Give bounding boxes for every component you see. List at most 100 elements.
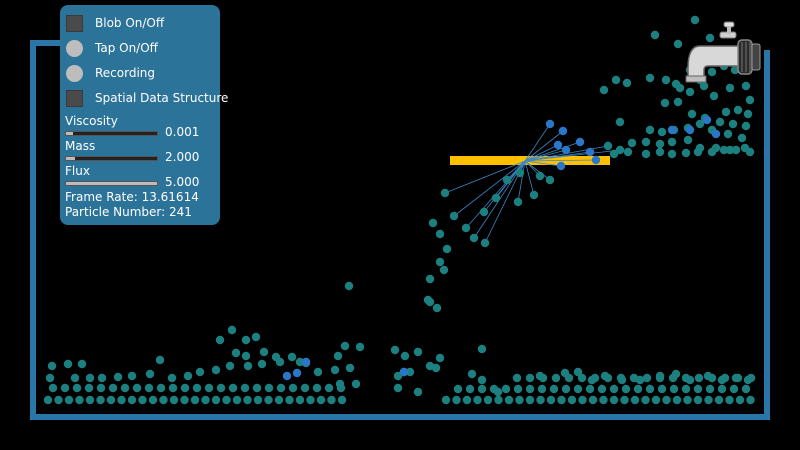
flux-slider[interactable] bbox=[65, 181, 158, 186]
particle bbox=[733, 105, 743, 115]
particle bbox=[462, 395, 472, 405]
particle bbox=[599, 85, 609, 95]
particle bbox=[711, 129, 721, 139]
faucet-icon[interactable] bbox=[685, 21, 761, 83]
particle bbox=[669, 384, 679, 394]
container-left-rim bbox=[36, 40, 64, 46]
container-right-wall bbox=[764, 50, 770, 420]
particle bbox=[201, 395, 210, 405]
particle bbox=[439, 265, 449, 275]
particle bbox=[515, 395, 524, 405]
frame-rate-readout: Frame Rate: 13.61614 bbox=[65, 190, 199, 204]
particle bbox=[705, 33, 715, 43]
particle bbox=[621, 384, 631, 394]
particle bbox=[709, 91, 719, 101]
particle bbox=[192, 383, 202, 393]
particle bbox=[513, 384, 523, 394]
mass-slider[interactable] bbox=[65, 156, 158, 161]
particle bbox=[545, 119, 555, 129]
particle bbox=[685, 375, 695, 385]
particle bbox=[609, 384, 619, 394]
particle bbox=[215, 335, 225, 345]
particle bbox=[216, 383, 226, 393]
particle bbox=[469, 233, 479, 243]
particle bbox=[47, 361, 57, 371]
particle bbox=[211, 365, 221, 375]
particle bbox=[512, 373, 522, 383]
particle bbox=[393, 371, 403, 381]
particle bbox=[723, 129, 733, 139]
particle bbox=[642, 373, 652, 383]
particle bbox=[63, 359, 73, 369]
particle bbox=[148, 395, 158, 405]
particle bbox=[702, 115, 712, 125]
particle bbox=[529, 190, 539, 200]
particle bbox=[337, 395, 347, 405]
particle bbox=[431, 363, 441, 373]
particle bbox=[259, 347, 269, 357]
particle bbox=[75, 395, 84, 405]
particle bbox=[597, 384, 607, 394]
neighbor-line bbox=[524, 160, 535, 196]
particle bbox=[180, 395, 189, 405]
flux-value: 5.000 bbox=[165, 175, 200, 189]
particle bbox=[615, 117, 625, 127]
particle bbox=[704, 395, 713, 405]
particle bbox=[599, 395, 608, 405]
particle bbox=[537, 384, 547, 394]
particle bbox=[728, 119, 738, 129]
particle bbox=[585, 147, 595, 157]
blob-toggle[interactable]: Blob On/Off bbox=[66, 13, 164, 33]
viscosity-slider[interactable] bbox=[65, 131, 158, 136]
particle bbox=[312, 383, 322, 393]
particle bbox=[573, 384, 583, 394]
particle bbox=[671, 369, 681, 379]
particle bbox=[169, 395, 179, 405]
neighbor-line bbox=[524, 141, 581, 162]
particle bbox=[501, 384, 511, 394]
particle bbox=[743, 109, 753, 119]
particle bbox=[717, 384, 727, 394]
particle bbox=[145, 369, 155, 379]
particle bbox=[106, 395, 116, 405]
particle bbox=[64, 395, 74, 405]
particle bbox=[432, 303, 442, 313]
tap-toggle[interactable]: Tap On/Off bbox=[66, 38, 158, 58]
particle bbox=[441, 395, 451, 405]
recording-toggle-radio[interactable] bbox=[66, 64, 83, 82]
particle bbox=[671, 79, 681, 89]
particle bbox=[546, 395, 556, 405]
particle bbox=[313, 367, 323, 377]
particle bbox=[575, 137, 585, 147]
particle bbox=[288, 383, 298, 393]
particle bbox=[609, 149, 619, 159]
blob-toggle-box[interactable] bbox=[66, 14, 83, 32]
particle bbox=[120, 383, 130, 393]
particle bbox=[660, 98, 670, 108]
particle bbox=[241, 351, 251, 361]
particle bbox=[72, 383, 82, 393]
particle bbox=[672, 395, 682, 405]
particle bbox=[306, 395, 315, 405]
tap-toggle-radio[interactable] bbox=[66, 39, 83, 57]
particle bbox=[567, 395, 577, 405]
particle bbox=[393, 383, 403, 393]
particle bbox=[741, 384, 751, 394]
particle bbox=[428, 218, 438, 228]
particle bbox=[282, 371, 292, 381]
spatial-data-structure-toggle[interactable]: Spatial Data Structure bbox=[66, 88, 228, 108]
particle bbox=[155, 355, 165, 365]
particle bbox=[494, 395, 503, 405]
control-panel: Blob On/Off Tap On/Off Recording Spatial… bbox=[60, 5, 228, 225]
recording-toggle[interactable]: Recording bbox=[66, 63, 155, 83]
particle bbox=[693, 384, 703, 394]
spatial-data-structure-toggle-box[interactable] bbox=[66, 89, 83, 107]
particle bbox=[536, 395, 545, 405]
particle bbox=[84, 383, 94, 393]
neighbor-line bbox=[524, 159, 597, 162]
particle bbox=[617, 375, 627, 385]
particle bbox=[211, 395, 221, 405]
neighbor-line bbox=[517, 160, 526, 203]
particle bbox=[641, 137, 651, 147]
